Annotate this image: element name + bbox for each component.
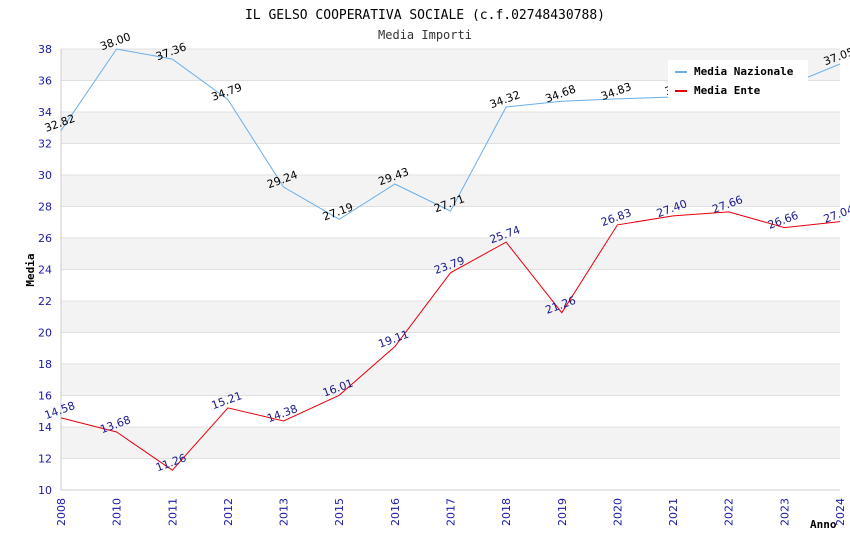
y-tick-label: 32 (38, 138, 52, 151)
x-tick-label: 2015 (333, 498, 346, 526)
grid-band (61, 427, 840, 459)
y-tick-label: 22 (38, 295, 52, 308)
legend-label-media-nazionale: Media Nazionale (694, 65, 794, 78)
x-tick-label: 2017 (445, 498, 458, 526)
x-axis-label: Anno (810, 518, 837, 531)
grid-bands (61, 49, 840, 490)
chart-title: IL GELSO COOPERATIVA SOCIALE (c.f.027484… (245, 8, 605, 23)
y-tick-label: 36 (38, 75, 52, 88)
x-tick-label: 2011 (166, 498, 179, 526)
y-axis-label: Media (24, 253, 37, 286)
x-tick-label: 2022 (723, 498, 736, 526)
legend-box (668, 60, 808, 100)
legend-label-media-ente: Media Ente (694, 84, 761, 97)
x-tick-label: 2013 (278, 498, 291, 526)
grid-band (61, 301, 840, 333)
grid-band (61, 458, 840, 490)
chart-subtitle: Media Importi (378, 28, 472, 42)
x-tick-label: 2019 (556, 498, 569, 526)
y-tick-label: 20 (38, 327, 52, 340)
grid-band (61, 238, 840, 270)
x-tick-label: 2023 (778, 498, 791, 526)
y-tick-label: 26 (38, 232, 52, 245)
y-tick-label: 30 (38, 169, 52, 182)
x-tick-label: 2020 (611, 498, 624, 526)
grid-band (61, 269, 840, 301)
x-tick-label: 2021 (667, 498, 680, 526)
grid-band (61, 175, 840, 207)
y-tick-label: 12 (38, 453, 52, 466)
grid-band (61, 143, 840, 175)
y-tick-label: 34 (38, 106, 52, 119)
axes (60, 49, 840, 491)
y-tick-label: 14 (38, 421, 52, 434)
x-tick-label: 2012 (222, 498, 235, 526)
x-tick-label: 2008 (55, 498, 68, 526)
y-tick-label: 28 (38, 201, 52, 214)
y-tick-labels: 10 12 14 16 18 20 22 24 26 28 30 32 34 36 38 (38, 43, 52, 497)
grid-band (61, 112, 840, 144)
gridlines (61, 48, 840, 491)
y-tick-label: 10 (38, 484, 52, 497)
series-line-media-ente (60, 211, 841, 471)
x-tick-label: 2018 (500, 498, 513, 526)
grid-band (61, 206, 840, 238)
y-tick-label: 24 (38, 264, 52, 277)
y-tick-label: 16 (38, 390, 52, 403)
x-tick-label: 2016 (389, 498, 402, 526)
x-tick-label: 2024 (834, 498, 847, 526)
grid-band (61, 395, 840, 427)
x-tick-label: 2010 (111, 498, 124, 526)
x-tick-labels: 2008 2010 2011 2012 2013 2015 2016 2017 2018 2019… (55, 498, 847, 526)
grid-band (61, 364, 840, 396)
legend: Media Nazionale Media Ente (668, 60, 808, 100)
y-tick-label: 38 (38, 43, 52, 56)
grid-band (61, 332, 840, 364)
y-tick-label: 18 (38, 358, 52, 371)
